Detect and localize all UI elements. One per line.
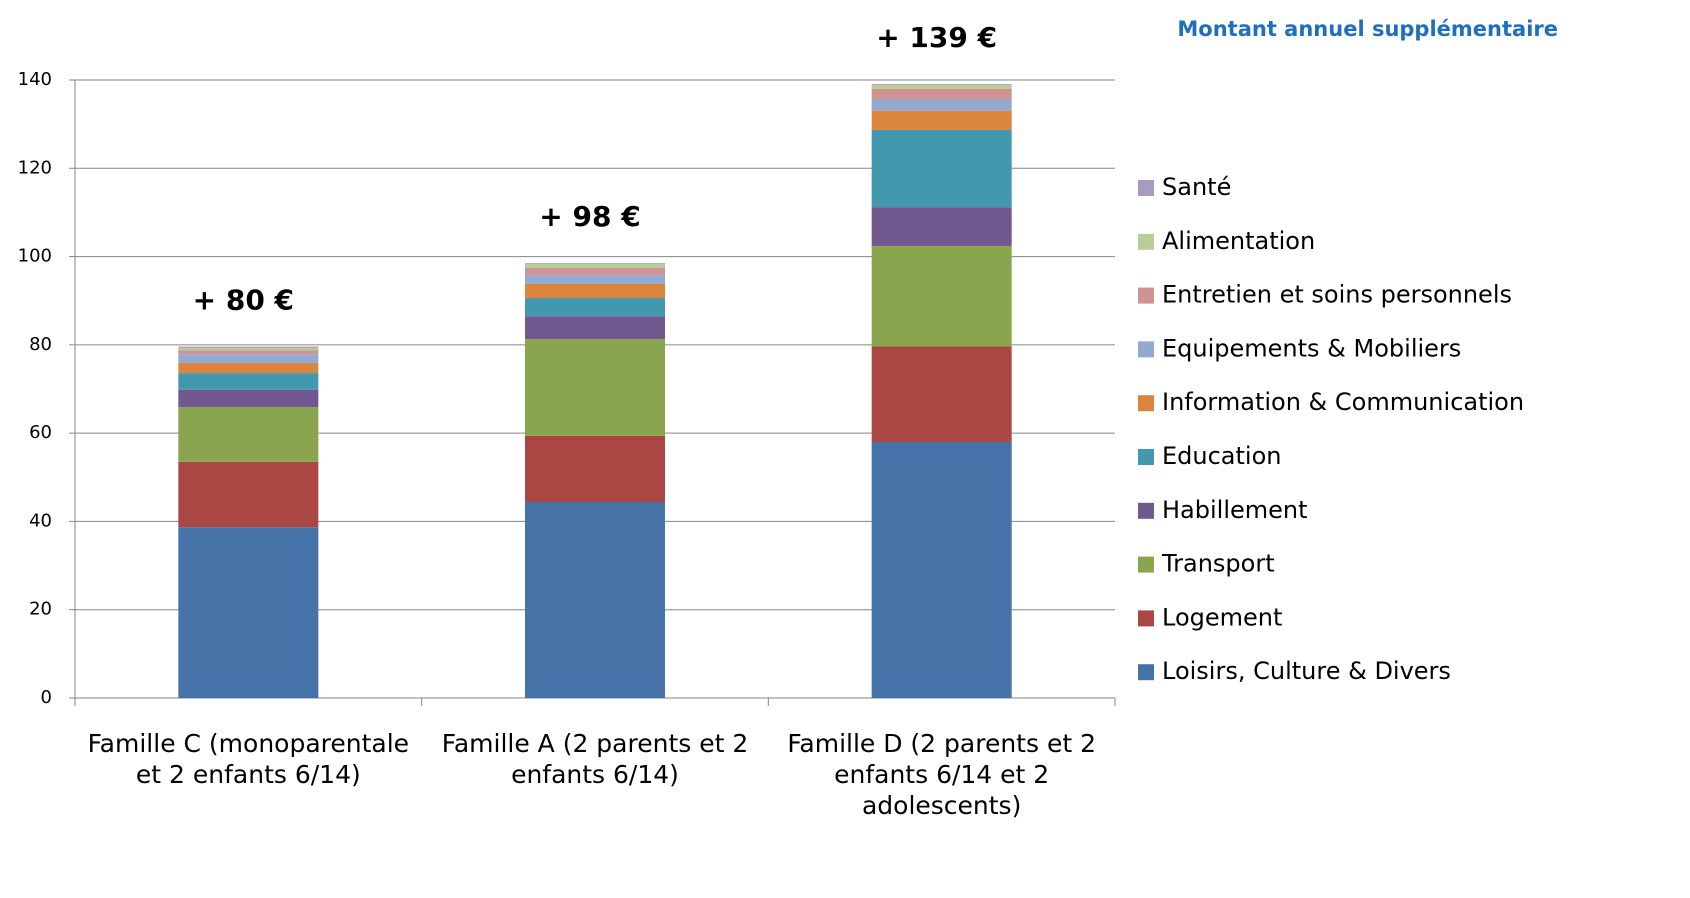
bar-annotation: + 80 € (193, 284, 294, 317)
bar-annotation: + 139 € (876, 21, 997, 54)
bar-segment (872, 84, 1012, 85)
legend-label: Information & Communication (1162, 388, 1524, 416)
bar-segment (178, 350, 318, 354)
legend-label: Habillement (1162, 496, 1308, 524)
legend-label: Education (1162, 442, 1281, 470)
bar-segment (178, 462, 318, 527)
y-tick-label: 20 (29, 599, 52, 620)
bar-annotation: + 98 € (539, 200, 640, 233)
legend-swatch (1138, 180, 1154, 196)
bar-segment (872, 111, 1012, 130)
bar-segment (178, 373, 318, 390)
legend-swatch (1138, 503, 1154, 519)
bar-segment (525, 268, 665, 275)
legend-swatch (1138, 610, 1154, 626)
chart-title: Montant annuel supplémentaire (1177, 17, 1558, 41)
x-tick-label: Famille D (2 parents et 2 enfants 6/14 e… (772, 728, 1112, 821)
bar-segment (525, 298, 665, 316)
bar-segment (525, 339, 665, 436)
legend-swatch (1138, 341, 1154, 357)
bar-segment (178, 347, 318, 348)
bar-segment (872, 246, 1012, 346)
bar-segment (872, 207, 1012, 246)
legend-swatch (1138, 288, 1154, 304)
legend-swatch (1138, 557, 1154, 573)
y-tick-label: 80 (29, 334, 52, 355)
legend-swatch (1138, 664, 1154, 680)
bar-segment (178, 407, 318, 462)
bar-segment (178, 354, 318, 363)
bar-segment (872, 130, 1012, 207)
bar-segment (525, 275, 665, 284)
bar-segment (178, 390, 318, 407)
bar-segment (525, 264, 665, 268)
bar-segment (525, 284, 665, 298)
bar-segment (525, 263, 665, 264)
y-tick-label: 120 (18, 157, 52, 178)
bar-segment (872, 346, 1012, 442)
legend-swatch (1138, 234, 1154, 250)
legend-swatch (1138, 449, 1154, 465)
legend-label: Entretien et soins personnels (1162, 281, 1512, 309)
bar-segment (525, 316, 665, 339)
bar-segment (525, 502, 665, 698)
bar-segment (872, 89, 1012, 99)
y-tick-label: 60 (29, 422, 52, 443)
legend-label: Santé (1162, 173, 1231, 201)
legend-label: Alimentation (1162, 227, 1315, 255)
legend-swatch (1138, 395, 1154, 411)
legend-label: Loisirs, Culture & Divers (1162, 657, 1451, 685)
page: Montant annuel supplémentaire 0 20 40 60 80 1… (0, 0, 1690, 898)
x-tick-label: Famille A (2 parents et 2 enfants 6/14) (425, 728, 765, 790)
bar-segment (872, 442, 1012, 698)
legend-label: Logement (1162, 603, 1282, 631)
bar-segment (178, 527, 318, 698)
y-tick-label: 100 (18, 246, 52, 267)
bar-segment (872, 85, 1012, 89)
bar-segment (178, 348, 318, 350)
legend-label: Transport (1161, 550, 1275, 578)
y-tick-label: 40 (29, 510, 52, 531)
legend-label: Equipements & Mobiliers (1162, 334, 1461, 362)
y-tick-label: 140 (18, 69, 52, 90)
y-tick-label: 0 (41, 687, 52, 708)
x-tick-label: Famille C (monoparentale et 2 enfants 6/… (78, 728, 418, 790)
bar-segment (525, 436, 665, 502)
bar-segment (872, 99, 1012, 111)
bar-segment (178, 363, 318, 373)
